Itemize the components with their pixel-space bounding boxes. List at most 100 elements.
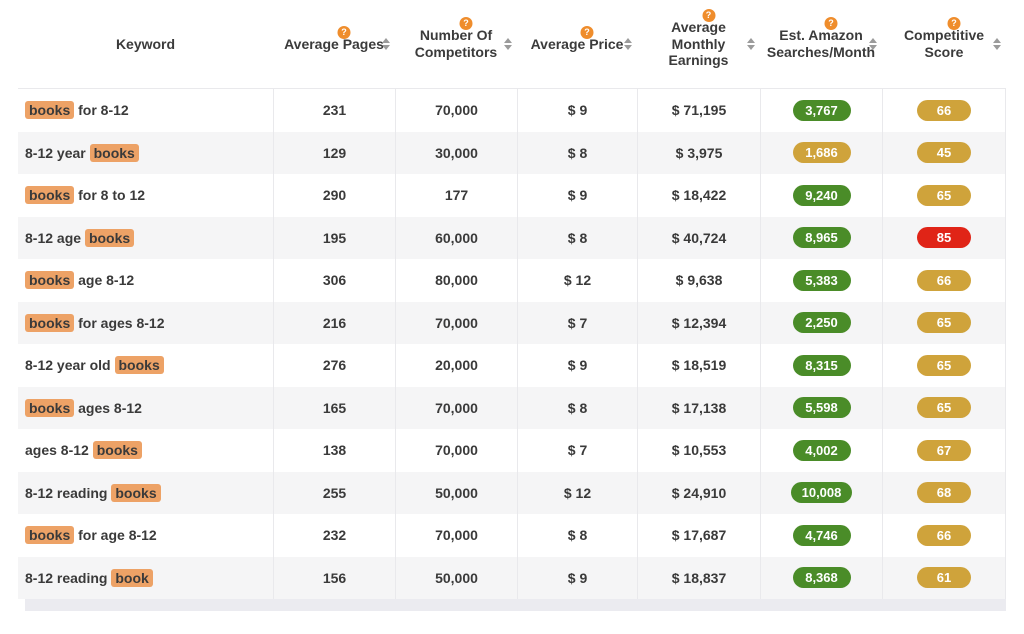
searches-pill: 4,746 [792, 524, 851, 546]
sort-icon[interactable] [745, 36, 757, 52]
table-row: 8-12 reading books 255 50,000 $ 12 $ 24,… [18, 471, 1006, 514]
searches-cell: 4,002 [760, 429, 882, 472]
keyword-highlight: books [25, 313, 75, 332]
avg-price-cell: $ 12 [517, 471, 637, 514]
searches-pill: 5,598 [792, 397, 851, 419]
keyword-text: 8-12 reading [25, 569, 112, 586]
avg-pages-cell: 138 [273, 429, 395, 472]
help-icon[interactable]: ? [337, 25, 351, 39]
searches-cell: 2,250 [760, 301, 882, 344]
avg-price-cell: $ 8 [517, 514, 637, 557]
competitors-cell: 70,000 [395, 89, 517, 132]
sort-icon[interactable] [991, 36, 1003, 52]
help-icon[interactable]: ? [580, 25, 594, 39]
keyword-highlight: books [84, 228, 135, 247]
column-label: Est. Amazon Searches/Month [766, 27, 876, 60]
help-icon[interactable]: ? [824, 17, 838, 31]
keyword-highlight: books [89, 143, 139, 162]
searches-cell: 10,008 [760, 471, 882, 514]
avg-price-cell: $ 9 [517, 556, 637, 599]
avg-pages-cell: 165 [273, 386, 395, 429]
column-header-3: ? Number Of Competitors [395, 0, 517, 88]
sort-icon[interactable] [380, 36, 392, 52]
keyword-results-table: Keyword ? Average Pages ? Number Of Comp… [18, 0, 1006, 611]
score-cell: 66 [882, 89, 1006, 132]
monthly-earnings-cell: $ 24,910 [637, 471, 760, 514]
searches-cell: 9,240 [760, 174, 882, 217]
column-label: Competitive Score [903, 27, 985, 60]
sort-down-arrow-icon [504, 45, 512, 50]
searches-pill: 4,002 [792, 439, 851, 461]
column-label: Keyword [115, 35, 176, 52]
table-header-row: Keyword ? Average Pages ? Number Of Comp… [18, 0, 1006, 88]
table-row: books ages 8-12 165 70,000 $ 8 $ 17,138 … [18, 386, 1006, 430]
help-icon[interactable]: ? [459, 17, 473, 31]
score-cell: 65 [882, 344, 1006, 387]
avg-pages-cell: 195 [273, 216, 395, 259]
sort-up-arrow-icon [504, 38, 512, 43]
avg-pages-cell: 129 [273, 131, 395, 174]
sort-up-arrow-icon [747, 38, 755, 43]
table-row: 8-12 year books 129 30,000 $ 8 $ 3,975 1… [18, 131, 1006, 175]
score-cell: 68 [882, 471, 1006, 514]
keyword-highlight: book [111, 568, 153, 587]
keyword-highlight: books [25, 101, 75, 120]
keyword-highlight: books [114, 356, 164, 375]
sort-icon[interactable] [622, 36, 634, 52]
searches-pill: 8,965 [792, 227, 851, 249]
keyword-text: age 8-12 [74, 272, 135, 289]
keyword-text: for 8-12 [74, 102, 129, 119]
monthly-earnings-cell: $ 3,975 [637, 131, 760, 174]
searches-cell: 8,368 [760, 556, 882, 599]
score-pill: 45 [917, 142, 971, 164]
searches-cell: 5,598 [760, 386, 882, 429]
avg-pages-cell: 232 [273, 514, 395, 557]
keyword-cell: 8-12 year books [18, 132, 273, 175]
keyword-cell: ages 8-12 books [18, 429, 273, 472]
avg-price-cell: $ 12 [517, 259, 637, 302]
searches-cell: 8,315 [760, 344, 882, 387]
score-pill: 66 [917, 524, 971, 546]
table-row: 8-12 reading book 156 50,000 $ 9 $ 18,83… [18, 556, 1006, 599]
avg-price-cell: $ 9 [517, 344, 637, 387]
sort-up-arrow-icon [993, 38, 1001, 43]
competitors-cell: 60,000 [395, 216, 517, 259]
score-pill: 65 [917, 354, 971, 376]
competitors-cell: 70,000 [395, 386, 517, 429]
score-cell: 61 [882, 556, 1006, 599]
table-row: 8-12 age books 195 60,000 $ 8 $ 40,724 8… [18, 216, 1006, 259]
keyword-highlight: books [111, 483, 161, 502]
searches-pill: 8,368 [792, 567, 851, 589]
score-pill: 66 [917, 269, 971, 291]
sort-down-arrow-icon [624, 45, 632, 50]
competitors-cell: 70,000 [395, 301, 517, 344]
column-label: Average Pages [284, 35, 384, 52]
keyword-cell: books for 8 to 12 [18, 174, 273, 217]
sort-down-arrow-icon [747, 45, 755, 50]
searches-cell: 5,383 [760, 259, 882, 302]
keyword-highlight: books [25, 271, 75, 290]
keyword-cell: books ages 8-12 [18, 387, 273, 430]
table-row: books for 8-12 231 70,000 $ 9 $ 71,195 3… [18, 89, 1006, 132]
column-header-6: ? Est. Amazon Searches/Month [760, 0, 882, 88]
searches-cell: 4,746 [760, 514, 882, 557]
score-pill: 66 [917, 99, 971, 121]
searches-pill: 10,008 [790, 482, 853, 504]
searches-pill: 3,767 [792, 99, 851, 121]
searches-pill: 1,686 [792, 142, 851, 164]
avg-pages-cell: 255 [273, 471, 395, 514]
sort-icon[interactable] [867, 36, 879, 52]
help-icon[interactable]: ? [947, 17, 961, 31]
keyword-text: for age 8-12 [74, 527, 157, 544]
keyword-cell: books for 8-12 [18, 89, 273, 132]
monthly-earnings-cell: $ 18,519 [637, 344, 760, 387]
sort-up-arrow-icon [382, 38, 390, 43]
sort-up-arrow-icon [869, 38, 877, 43]
help-icon[interactable]: ? [702, 9, 715, 23]
keyword-cell: books for age 8-12 [18, 514, 273, 557]
keyword-cell: 8-12 year old books [18, 344, 273, 387]
score-cell: 65 [882, 174, 1006, 217]
sort-icon[interactable] [502, 36, 514, 52]
footer-strip [25, 599, 1006, 611]
searches-pill: 2,250 [792, 312, 851, 334]
